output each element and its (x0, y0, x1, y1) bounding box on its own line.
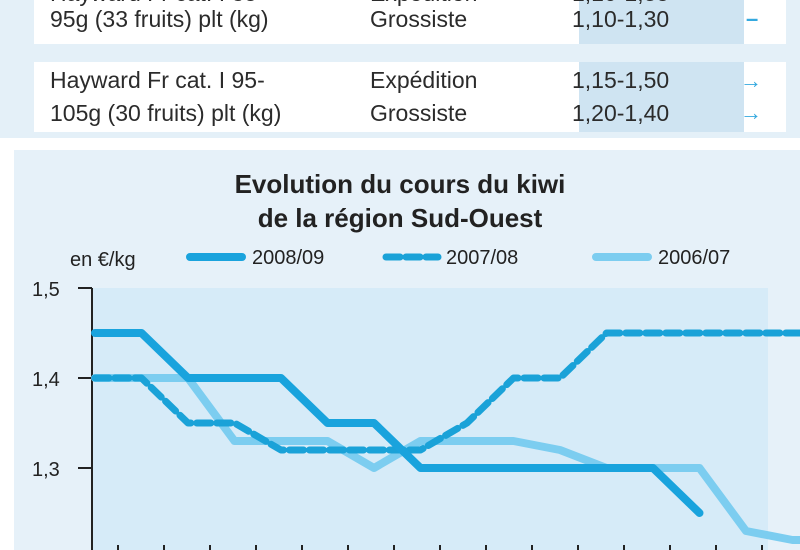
price-range: 1,15-1,50 (572, 67, 670, 93)
axes: 1,51,41,31,2 (32, 279, 763, 550)
y-axis-unit: en €/kg (70, 249, 136, 271)
table-row: Hayward Fr cat. I 85- 95g (33 fruits) pl… (34, 0, 786, 44)
table-row: Hayward Fr cat. I 95- 105g (30 fruits) p… (34, 62, 786, 132)
product-line-1: Hayward Fr cat. I 85- (50, 0, 265, 10)
series-lines (91, 329, 800, 544)
y-tick-label: 1,3 (32, 459, 60, 481)
price-range: 1,10-1,35 (572, 0, 669, 10)
stage-grossiste: Grossiste (370, 6, 468, 32)
series-line-2008-09 (91, 329, 704, 517)
legend-label: 2008/09 (252, 247, 324, 269)
chart-subtitle: de la région Sud-Ouest (258, 203, 543, 233)
legend-label: 2007/08 (446, 247, 518, 269)
trend-arrow-icon: → (740, 100, 762, 125)
legend: 2008/09 2007/08 2006/07 (186, 247, 730, 269)
series-line-2007-08 (91, 329, 800, 454)
trend-stable-icon: – (746, 6, 759, 31)
stage-expedition: Expédition (370, 0, 477, 10)
y-tick-label: 1,4 (32, 369, 60, 391)
product-line-2: 95g (33 fruits) plt (kg) (50, 6, 269, 32)
plot-area (92, 288, 768, 550)
price-table: Hayward Fr cat. I 85- 95g (33 fruits) pl… (0, 0, 800, 138)
product-line-2: 105g (30 fruits) plt (kg) (50, 100, 282, 126)
legend-label: 2006/07 (658, 247, 730, 269)
stage-expedition: Expédition (370, 67, 478, 93)
trend-arrow-icon: → (740, 68, 762, 93)
price-range: 1,20-1,40 (572, 100, 670, 126)
y-tick-label: 1,5 (32, 279, 60, 301)
product-line-1: Hayward Fr cat. I 95- (50, 67, 265, 93)
chart-title: Evolution du cours du kiwi (235, 169, 566, 199)
price-column (579, 0, 744, 44)
stage-grossiste: Grossiste (370, 100, 468, 126)
price-column (579, 62, 744, 132)
price-range: 1,10-1,30 (572, 6, 670, 32)
trend-arrow-icon: → (740, 0, 762, 6)
